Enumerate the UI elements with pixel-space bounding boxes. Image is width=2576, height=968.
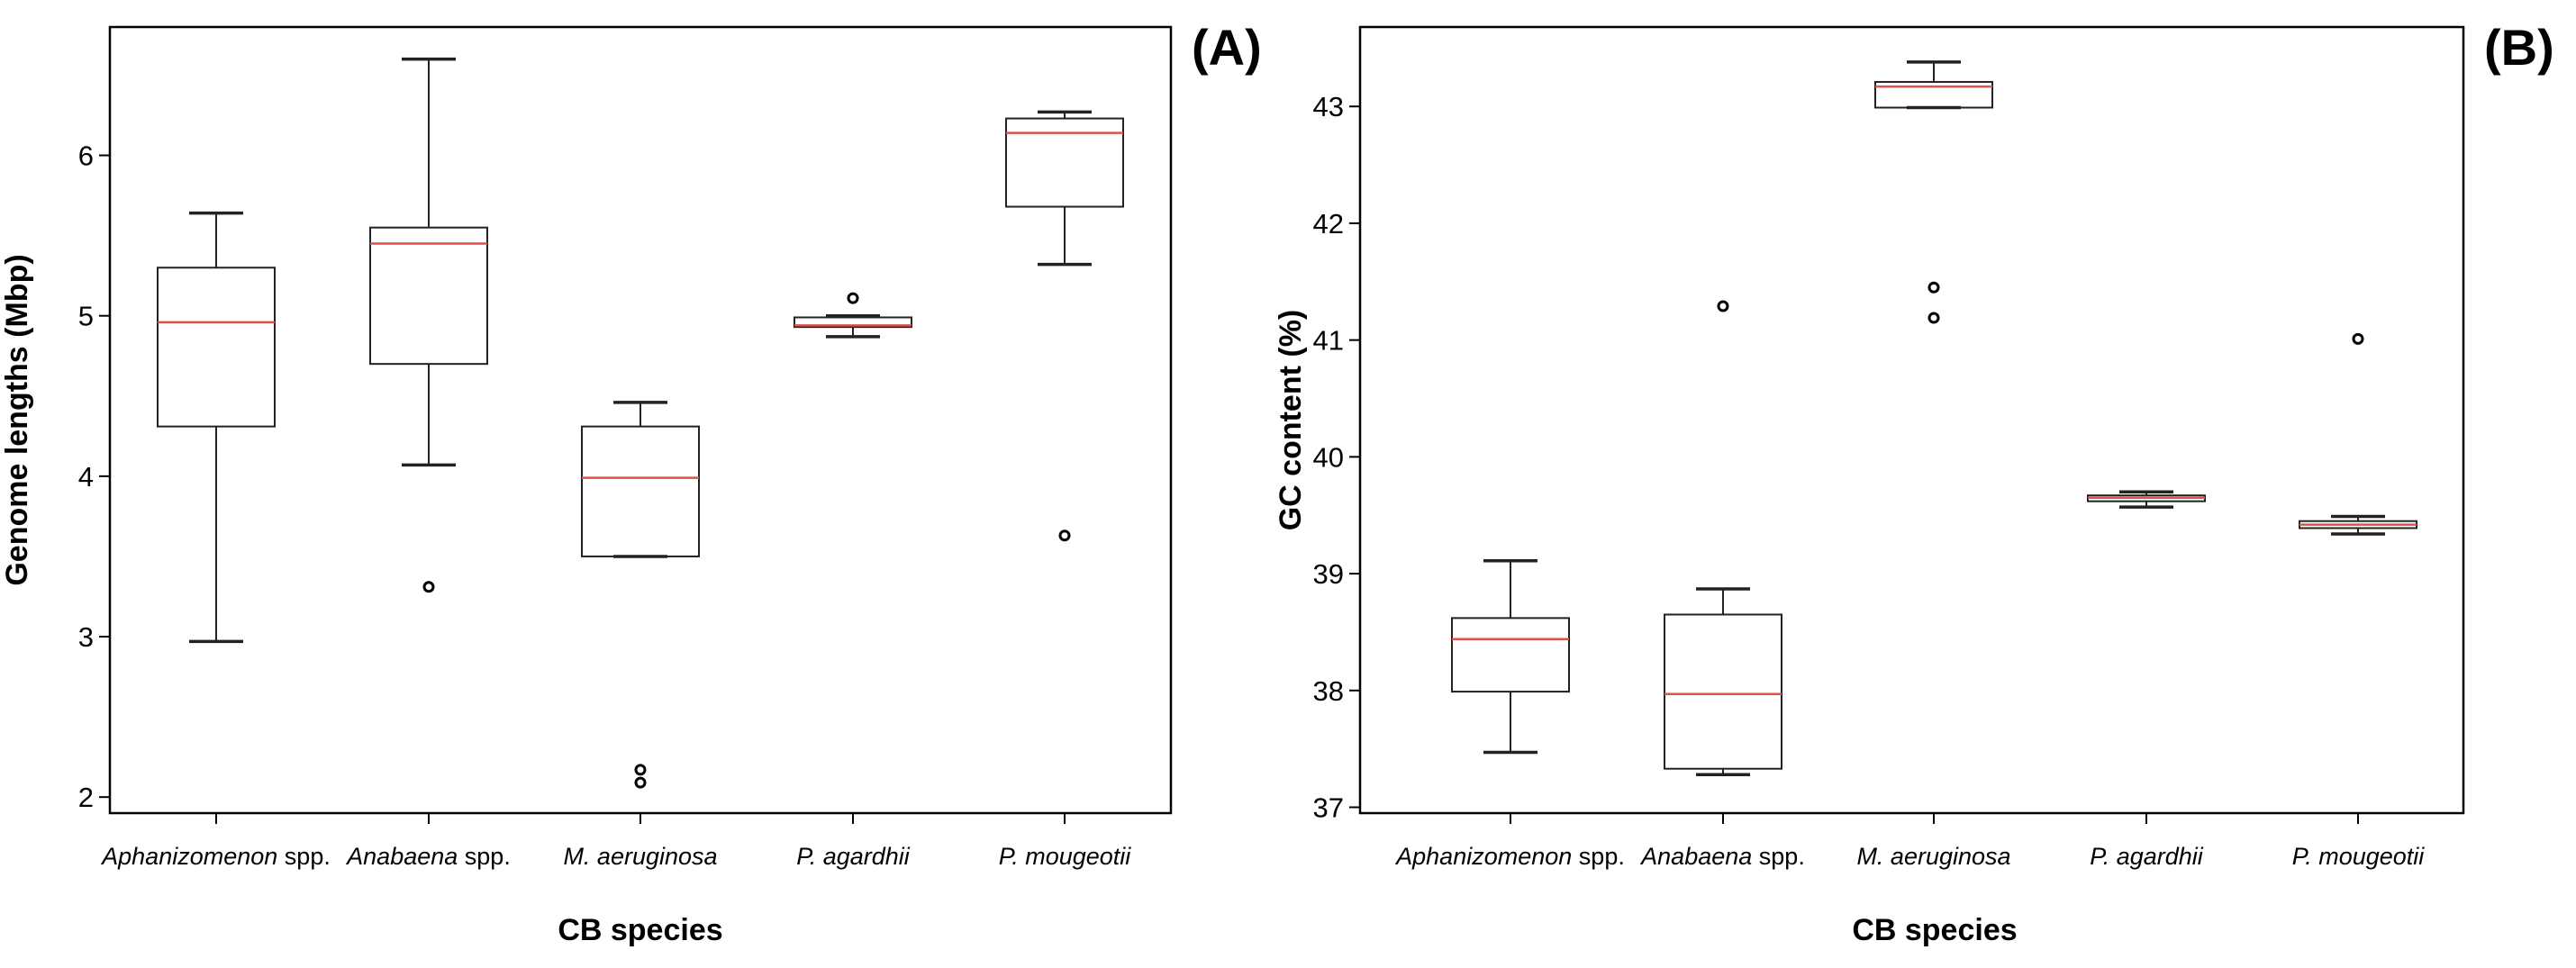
panel-label: (A) <box>1192 19 1262 76</box>
y-tick-label: 39 <box>1313 558 1344 590</box>
box-1 <box>1451 559 1570 755</box>
outlier-point <box>1058 529 1071 542</box>
panel-a: 2 3 4 5 6 Aphanizomenon spp. Anabaena spp. M. a… <box>0 19 1262 947</box>
iqr-box <box>1005 117 1124 208</box>
iqr-box <box>1664 613 1782 770</box>
box-2 <box>1664 300 1782 776</box>
box-4 <box>2087 490 2206 509</box>
x-axis-label: CB species <box>1852 913 2017 947</box>
plot-area <box>1358 25 2465 815</box>
outlier-point <box>1927 312 1940 324</box>
outlier-point <box>422 581 435 593</box>
box-2 <box>369 57 488 593</box>
x-tick-label: M. aeruginosa <box>1856 843 2010 870</box>
box-3 <box>1874 60 1993 324</box>
outlier-point <box>634 776 647 789</box>
y-tick-label: 38 <box>1313 675 1344 707</box>
y-tick-label: 6 <box>78 140 94 172</box>
outlier-point <box>2352 332 2364 345</box>
x-tick-label: M. aeruginosa <box>563 843 717 870</box>
box-3 <box>581 401 700 789</box>
outlier-point <box>1927 281 1940 294</box>
x-tick-label: Aphanizomenon spp. <box>1394 843 1625 870</box>
y-tick-label: 3 <box>78 621 94 653</box>
panel-label: (B) <box>2484 19 2554 76</box>
y-tick-label: 43 <box>1313 91 1344 122</box>
iqr-box <box>1874 80 1993 109</box>
iqr-box <box>581 425 700 557</box>
y-tick-label: 41 <box>1313 325 1344 357</box>
y-tick-label: 5 <box>78 301 94 332</box>
box-5 <box>1005 110 1124 542</box>
x-tick-label: P. mougeotii <box>2292 843 2426 870</box>
y-tick-label: 2 <box>78 782 94 813</box>
iqr-box <box>369 226 488 366</box>
iqr-box <box>157 267 276 428</box>
x-tick-label: Anabaena spp. <box>1639 843 1805 870</box>
x-tick-label: P. mougeotii <box>999 843 1132 870</box>
x-axis-label: CB species <box>558 913 722 947</box>
outlier-point <box>1717 300 1729 312</box>
y-tick-label: 40 <box>1313 441 1344 473</box>
box-4 <box>794 292 912 339</box>
x-tick-label: Aphanizomenon spp. <box>100 843 331 870</box>
iqr-box <box>1451 617 1570 693</box>
x-tick-label: P. agardhii <box>2090 843 2204 870</box>
iqr-box <box>794 316 912 329</box>
x-tick-label: P. agardhii <box>796 843 911 870</box>
y-tick-label: 42 <box>1313 208 1344 240</box>
box-5 <box>2299 332 2417 536</box>
y-tick-label: 37 <box>1313 792 1344 824</box>
y-axis-label: Genome lengths (Mbp) <box>0 254 34 585</box>
outlier-point <box>847 292 859 304</box>
box-1 <box>157 211 276 644</box>
y-tick-label: 4 <box>78 461 94 493</box>
y-axis-label: GC content (%) <box>1274 310 1308 531</box>
panel-b: 37 38 39 40 41 42 43 Aphanizomenon spp. Anabaena… <box>1274 19 2554 947</box>
outlier-point <box>634 764 647 776</box>
x-tick-label: Anabaena spp. <box>345 843 511 870</box>
